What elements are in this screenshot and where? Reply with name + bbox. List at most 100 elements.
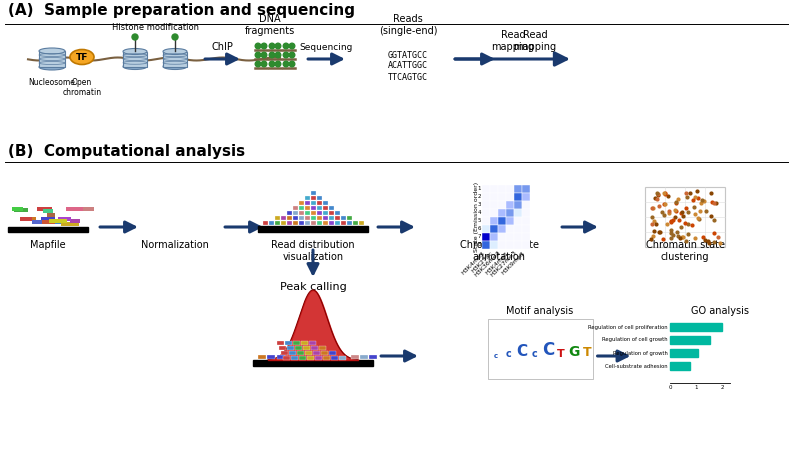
Bar	[341, 216, 346, 220]
Bar	[482, 225, 490, 233]
Bar	[311, 346, 318, 350]
Text: State (Emission order): State (Emission order)	[474, 182, 479, 252]
Ellipse shape	[70, 49, 94, 64]
Bar	[293, 341, 300, 345]
Bar	[645, 187, 725, 247]
Bar	[305, 201, 310, 205]
Bar	[13, 207, 23, 212]
Bar	[47, 212, 56, 217]
Bar	[315, 356, 322, 360]
Bar	[275, 216, 280, 220]
Bar	[339, 356, 346, 360]
Bar	[299, 201, 304, 205]
Bar	[279, 346, 286, 350]
Circle shape	[269, 52, 275, 58]
Bar	[514, 233, 522, 241]
Bar	[670, 349, 698, 357]
Bar	[20, 217, 32, 222]
Bar	[323, 221, 328, 225]
Text: H3K27ac: H3K27ac	[470, 250, 494, 273]
Text: Read distribution
visualization: Read distribution visualization	[271, 240, 354, 262]
Bar	[514, 201, 522, 209]
Bar	[490, 225, 498, 233]
Text: Chromatin state
annotation: Chromatin state annotation	[459, 240, 538, 262]
Bar	[281, 351, 288, 355]
Text: Reads
(single-end): Reads (single-end)	[379, 15, 437, 36]
Bar	[514, 193, 522, 201]
Bar	[329, 351, 336, 355]
Bar	[522, 241, 530, 249]
Bar	[498, 225, 506, 233]
Bar	[490, 193, 498, 201]
Text: TTCAGTGC: TTCAGTGC	[388, 73, 428, 82]
Bar	[70, 219, 80, 222]
Bar	[522, 209, 530, 217]
Text: T: T	[557, 349, 565, 359]
Text: ACATTGGC: ACATTGGC	[388, 61, 428, 70]
Text: 4: 4	[477, 211, 481, 216]
Bar	[335, 221, 340, 225]
Ellipse shape	[39, 64, 65, 70]
Bar	[341, 221, 346, 225]
Bar	[321, 351, 328, 355]
Bar	[303, 346, 310, 350]
Circle shape	[283, 43, 289, 49]
Bar	[670, 362, 690, 370]
Bar	[299, 356, 306, 360]
Circle shape	[289, 61, 295, 67]
Bar	[305, 216, 310, 220]
Bar	[323, 201, 328, 205]
Bar	[258, 355, 266, 359]
Circle shape	[132, 34, 138, 40]
Bar	[297, 351, 304, 355]
Bar	[311, 221, 316, 225]
Bar	[319, 346, 326, 350]
Text: Mapfile: Mapfile	[30, 240, 66, 250]
Circle shape	[269, 43, 275, 49]
Circle shape	[255, 43, 261, 49]
Bar	[313, 351, 320, 355]
Bar	[267, 355, 275, 359]
Text: c: c	[506, 349, 511, 359]
Bar	[37, 207, 52, 211]
Text: Motif analysis: Motif analysis	[507, 306, 573, 316]
Bar	[311, 211, 316, 215]
Bar	[506, 225, 514, 233]
Bar	[498, 201, 506, 209]
Bar	[41, 217, 56, 222]
Text: 1: 1	[694, 385, 698, 390]
Bar	[670, 336, 710, 344]
Text: Read
mapping: Read mapping	[492, 30, 534, 52]
Bar	[329, 221, 334, 225]
Bar	[287, 346, 294, 350]
Bar	[301, 341, 308, 345]
Ellipse shape	[163, 49, 187, 54]
Bar	[293, 211, 298, 215]
Bar	[498, 233, 506, 241]
Bar	[490, 209, 498, 217]
Ellipse shape	[123, 49, 147, 54]
Text: 3: 3	[477, 202, 481, 207]
Text: C: C	[542, 341, 554, 359]
Bar	[317, 221, 322, 225]
Bar	[514, 217, 522, 225]
Text: G: G	[569, 345, 580, 359]
Bar	[490, 201, 498, 209]
Bar	[522, 233, 530, 241]
Circle shape	[275, 43, 281, 49]
Bar	[299, 206, 304, 210]
Text: 6: 6	[477, 227, 481, 232]
Text: Read
mapping: Read mapping	[513, 30, 557, 52]
Text: Normalization: Normalization	[141, 240, 209, 250]
Bar	[305, 206, 310, 210]
Bar	[317, 216, 322, 220]
Bar	[506, 217, 514, 225]
Bar	[514, 225, 522, 233]
Bar	[482, 201, 490, 209]
Circle shape	[289, 43, 295, 49]
Bar	[506, 185, 514, 193]
Text: c: c	[532, 349, 538, 359]
Text: Chromatin state
clustering: Chromatin state clustering	[646, 240, 725, 262]
Text: 7: 7	[477, 235, 481, 240]
Bar	[285, 341, 292, 345]
